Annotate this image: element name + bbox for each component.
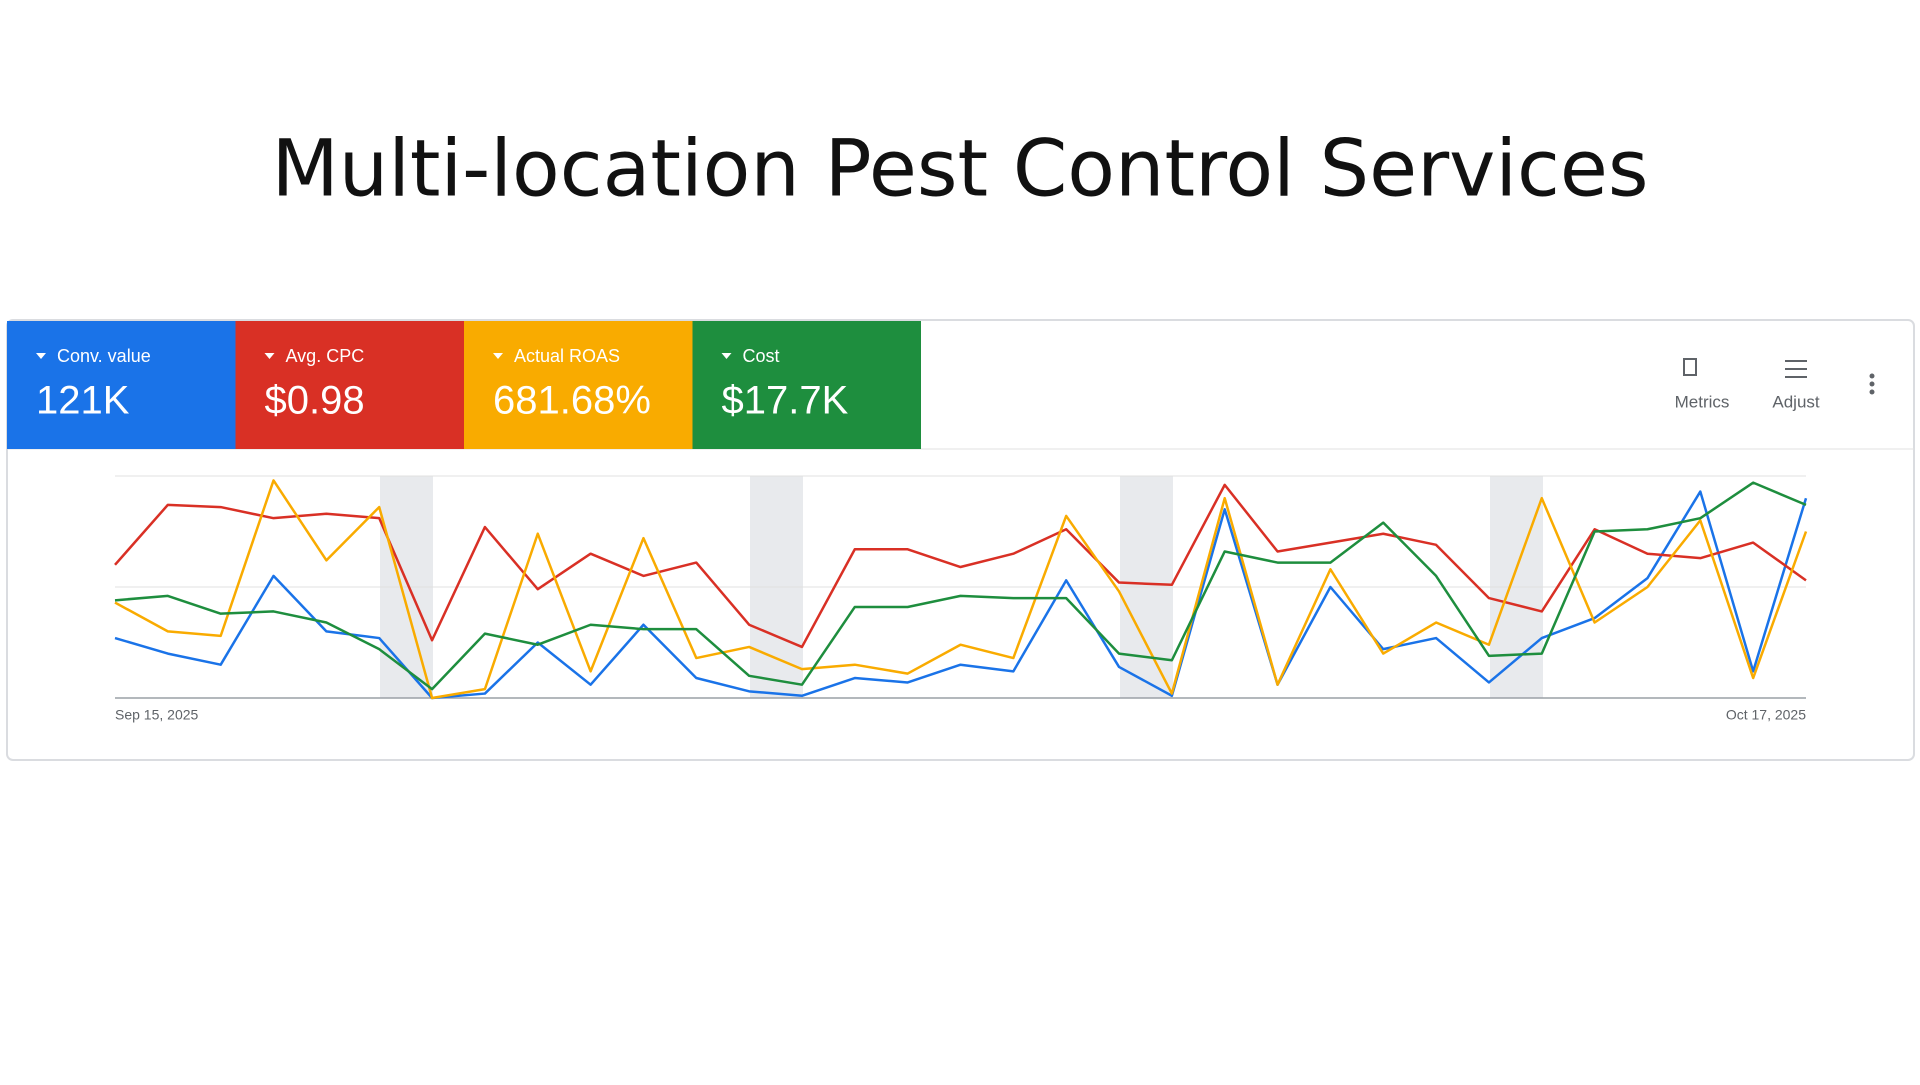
adjust-icon [1785, 360, 1807, 378]
x-tick-label: Oct 17, 2025 [1726, 707, 1806, 723]
dropdown-arrow [493, 353, 503, 359]
x-tick-label: Sep 15, 2025 [115, 707, 199, 723]
card-bg [7, 321, 236, 449]
card-bg [464, 321, 693, 449]
metric-name: Avg. CPC [286, 346, 365, 366]
metrics-label: Metrics [1675, 392, 1730, 411]
card-bg [692, 321, 921, 449]
metric-total: 681.68% [493, 379, 651, 423]
metric-name: Conv. value [57, 346, 151, 366]
metrics-icon [1683, 358, 1697, 376]
adjust-button[interactable]: Adjust [1772, 360, 1820, 411]
series-line [114, 481, 1807, 691]
card-bg [235, 321, 464, 449]
adjust-label: Adjust [1772, 392, 1820, 411]
dot [1869, 381, 1875, 387]
metrics-button[interactable]: Metrics [1675, 358, 1730, 411]
metric-card[interactable]: Cost $17.7K [692, 321, 922, 449]
metric-card[interactable]: Conv. value 121K [7, 321, 236, 449]
metric-total: $0.98 [265, 379, 365, 423]
series-line [114, 479, 1808, 700]
dropdown-arrow [264, 353, 275, 359]
series-line [114, 483, 1807, 649]
dropdown-arrow [721, 353, 732, 359]
series-line [114, 490, 1808, 700]
metric-total: $17.7K [722, 379, 849, 423]
dot [1869, 373, 1875, 379]
metric-name: Actual ROAS [514, 346, 620, 366]
metric-name: Cost [743, 346, 780, 366]
more-button[interactable] [1869, 373, 1875, 395]
dropdown-arrow [36, 353, 46, 359]
metric-card[interactable]: Actual ROAS 681.68% [464, 321, 693, 449]
metric-total: 121K [36, 379, 130, 423]
slide-title: Multi-location Pest Control Services [272, 124, 1649, 214]
dot [1869, 389, 1875, 395]
metric-card[interactable]: Avg. CPC $0.98 [235, 321, 465, 449]
